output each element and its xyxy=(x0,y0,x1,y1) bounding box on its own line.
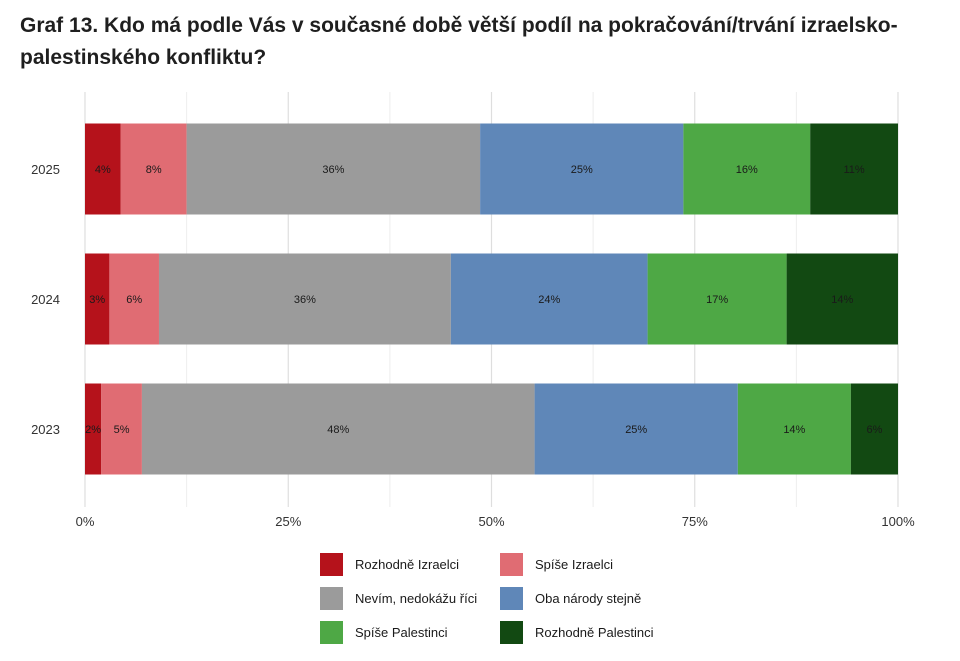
data-label: 36% xyxy=(294,294,316,306)
x-tick-label: 100% xyxy=(881,514,915,529)
data-label: 48% xyxy=(327,424,349,436)
data-label: 14% xyxy=(831,294,853,306)
data-label: 4% xyxy=(95,164,111,176)
bar-segment xyxy=(85,253,110,345)
bar-segment xyxy=(850,383,898,475)
y-tick-label: 2025 xyxy=(31,162,60,177)
legend-label: Oba národy stejně xyxy=(535,591,642,606)
bar-segment xyxy=(480,123,684,215)
data-label: 6% xyxy=(866,424,882,436)
data-label: 36% xyxy=(322,164,344,176)
data-label: 5% xyxy=(114,424,130,436)
bar-segment xyxy=(186,123,481,215)
legend-item: Spíše Izraelci xyxy=(500,553,700,576)
bar-segment xyxy=(158,253,451,345)
legend-item: Oba národy stejně xyxy=(500,587,700,610)
y-tick-label: 2023 xyxy=(31,422,60,437)
data-label: 24% xyxy=(538,294,560,306)
bar-segment xyxy=(85,383,102,475)
bar-segment xyxy=(85,123,121,215)
data-label: 6% xyxy=(126,294,142,306)
chart-legend: Rozhodně Izraelci Spíše Izraelci Nevím, ne… xyxy=(320,553,740,644)
legend-item: Nevím, nedokážu říci xyxy=(320,587,500,610)
bar-segment xyxy=(101,383,142,475)
legend-label: Rozhodně Izraelci xyxy=(355,557,460,572)
legend-swatch xyxy=(320,621,343,644)
data-label: 2% xyxy=(85,424,101,436)
x-tick-label: 50% xyxy=(478,514,504,529)
data-label: 14% xyxy=(783,424,805,436)
data-label: 17% xyxy=(706,294,728,306)
x-tick-label: 0% xyxy=(76,514,95,529)
legend-item: Rozhodně Izraelci xyxy=(320,553,500,576)
x-tick-label: 75% xyxy=(682,514,708,529)
bar-segment xyxy=(109,253,159,345)
chart-title: Graf 13. Kdo má podle Vás v současné dob… xyxy=(20,14,898,69)
legend-swatch xyxy=(320,553,343,576)
bar-segment xyxy=(786,253,898,345)
bar-segment xyxy=(534,383,738,475)
y-tick-label: 2024 xyxy=(31,292,60,307)
data-label: 25% xyxy=(571,164,593,176)
bar-segment xyxy=(737,383,851,475)
bar-segment xyxy=(141,383,535,475)
bar-segment xyxy=(683,123,811,215)
legend-label: Spíše Izraelci xyxy=(535,557,614,572)
stacked-bar-chart: 0% 25% 50% 75% 100% 2025 4% 8% 36% 25% 16% 11% 2024 3… xyxy=(31,92,915,529)
legend-item: Rozhodně Palestinci xyxy=(500,621,700,644)
bar-segment xyxy=(647,253,787,345)
legend-swatch xyxy=(500,587,523,610)
bar-segment xyxy=(120,123,187,215)
legend-item: Spíše Palestinci xyxy=(320,621,500,644)
data-label: 8% xyxy=(146,164,162,176)
data-label: 3% xyxy=(89,294,105,306)
x-tick-label: 25% xyxy=(275,514,301,529)
data-label: 25% xyxy=(625,424,647,436)
legend-label: Spíše Palestinci xyxy=(355,625,448,640)
legend-label: Nevím, nedokážu říci xyxy=(355,591,478,606)
legend-swatch xyxy=(500,621,523,644)
bar-segment xyxy=(450,253,648,345)
data-label: 11% xyxy=(843,164,864,176)
data-label: 16% xyxy=(736,164,758,176)
legend-label: Rozhodně Palestinci xyxy=(535,625,654,640)
legend-swatch xyxy=(500,553,523,576)
legend-swatch xyxy=(320,587,343,610)
bar-segment xyxy=(810,123,898,215)
